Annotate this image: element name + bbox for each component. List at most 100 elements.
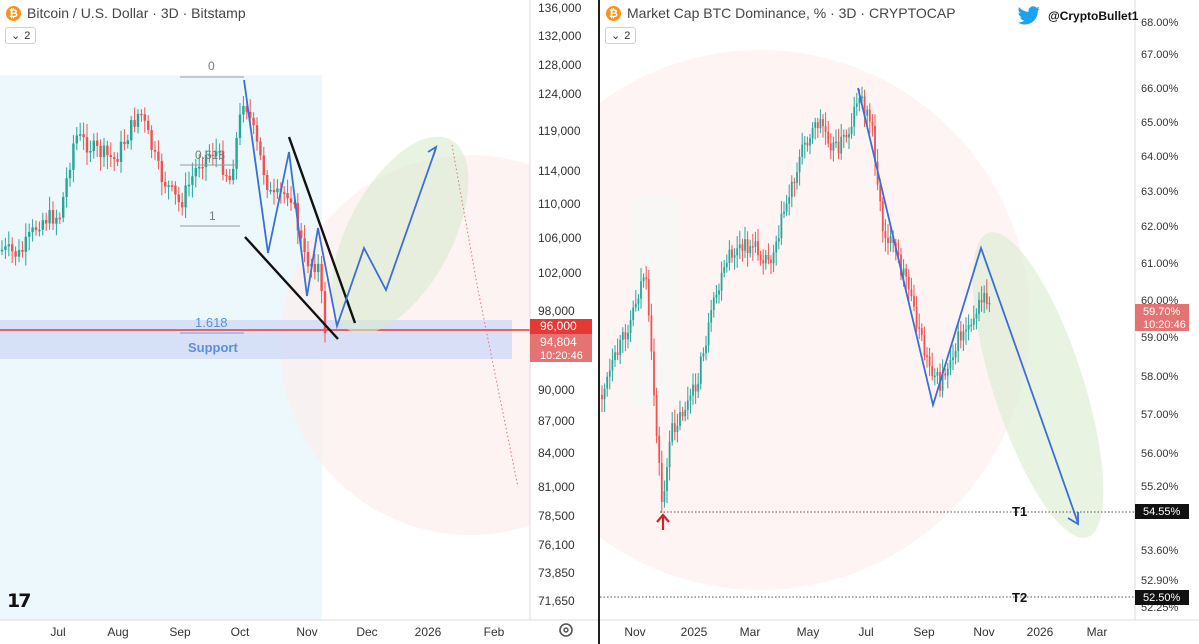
candle-body [775,241,778,253]
dominance-time-axis-bg [600,620,1199,644]
fib-label-1618: 1.618 [195,315,228,330]
candle-body [941,373,944,391]
btc-chart-canvas[interactable]: 0 0.618 1 1.618 Support 136,000 132,000 12… [0,0,598,644]
dominance-chart-title[interactable]: Market Cap BTC Dominance, % · 3D · CRYPT… [627,5,956,21]
price-tick-label: 110,000 [538,197,581,211]
dominance-time-axis[interactable]: Nov 2025 Mar May Jul Sep Nov 2026 Mar [624,625,1107,639]
watermark-logo [630,195,680,405]
t1-label: T1 [1012,504,1027,519]
candle-body [692,384,694,396]
dominance-indicators-collapse-button[interactable]: ⌄ 2 [605,27,637,44]
candle-body [754,241,757,247]
candle-body [824,126,827,132]
candle-body [317,263,320,273]
candle-body [147,120,150,131]
candle-body [835,141,837,144]
price-axis[interactable]: 136,000 132,000 128,000 124,000 119,000 114,0… [538,1,582,608]
price-tick-label: 76,100 [538,538,575,552]
candle-body [11,244,14,252]
candle-body [967,325,970,330]
candle-body [751,246,754,248]
candle-body [944,373,947,376]
price-tick-label: 90,000 [538,383,575,397]
price-tick-label: 106,000 [538,231,582,245]
percent-tick-label: 57.00% [1141,409,1179,421]
percent-tick-label: 56.00% [1141,448,1179,460]
candle-body [293,202,296,205]
candle-body [920,328,923,336]
btc-chart-panel[interactable]: 0 0.618 1 1.618 Support 136,000 132,000 12… [0,0,598,644]
dominance-chart-panel[interactable]: T1 T2 68.00% 67.00% 66.00% 65.00% 64.00% 63.0… [598,0,1199,644]
candle-body [853,106,856,127]
candle-body [725,262,728,268]
candle-body [228,175,231,181]
candle-body [150,130,153,150]
candle-body [221,151,225,175]
candle-body [980,299,983,303]
candle-body [75,135,78,144]
candle-body [655,395,658,436]
gear-icon[interactable] [559,623,573,637]
candle-body [926,355,928,357]
candle-body [923,335,926,356]
candle-body [796,172,798,184]
bitcoin-icon: ₿ [6,5,21,21]
candle-body [82,134,85,138]
dominance-chart-canvas[interactable]: T1 T2 68.00% 67.00% 66.00% 65.00% 64.00% 63.0… [600,0,1199,644]
candle-body [705,345,707,354]
candle-body [785,203,788,212]
dominance-time-tick-label: Nov [624,625,645,639]
candle-body [884,231,887,238]
candle-body [712,297,715,311]
btc-chart-title[interactable]: Bitcoin / U.S. Dollar · 3D · Bitstamp [27,5,246,21]
candle-body [31,227,34,233]
candle-body [99,145,102,158]
candle-body [728,249,731,263]
time-tick-label: Jul [50,625,65,639]
candle-body [616,352,619,356]
candle-body [614,352,616,360]
candle-body [806,142,809,146]
current-value-badge [1135,304,1189,331]
candle-body [788,197,791,204]
candle-body [130,120,133,141]
time-axis[interactable]: Jul Aug Sep Oct Nov Dec 2026 Feb [50,625,504,639]
percent-tick-label: 59.00% [1141,332,1179,344]
price-tick-label: 102,000 [538,266,582,280]
candle-body [28,232,31,237]
projection-zigzag [243,79,437,330]
candle-body [320,263,323,292]
candle-body [238,114,242,138]
candle-body [736,248,739,256]
indicators-collapse-button[interactable]: ⌄ 2 [5,27,37,44]
fib-label-0: 0 [208,59,215,73]
candle-body [62,197,65,218]
tradingview-logo[interactable]: 17 [7,590,31,612]
twitter-handle[interactable]: @CryptoBullet1 [1016,6,1138,26]
candle-body [936,371,939,376]
price-tick-label: 124,000 [538,87,582,101]
candle-body [660,462,663,502]
candle-body [871,121,874,126]
candle-body [819,119,822,129]
candle-body [933,375,936,378]
percent-tick-label: 65.00% [1141,117,1179,129]
candle-body [177,194,180,203]
candle-body [242,105,245,115]
t2-value-label: 52.50% [1143,592,1181,604]
price-tick-label: 114,000 [538,164,581,178]
candle-body [985,293,988,304]
price-tick-label: 98,000 [538,304,575,318]
percent-tick-label: 66.00% [1141,83,1179,95]
candle-body [848,134,850,138]
candle-body [300,230,303,239]
time-tick-label: 2026 [415,625,442,639]
candle-body [746,239,749,254]
fib-label-1: 1 [209,209,216,223]
candle-body [910,289,913,297]
percent-tick-label: 67.00% [1141,49,1179,61]
time-tick-label: Nov [296,625,317,639]
candle-body [744,239,746,251]
candle-body [629,320,632,333]
candle-body [671,423,674,442]
